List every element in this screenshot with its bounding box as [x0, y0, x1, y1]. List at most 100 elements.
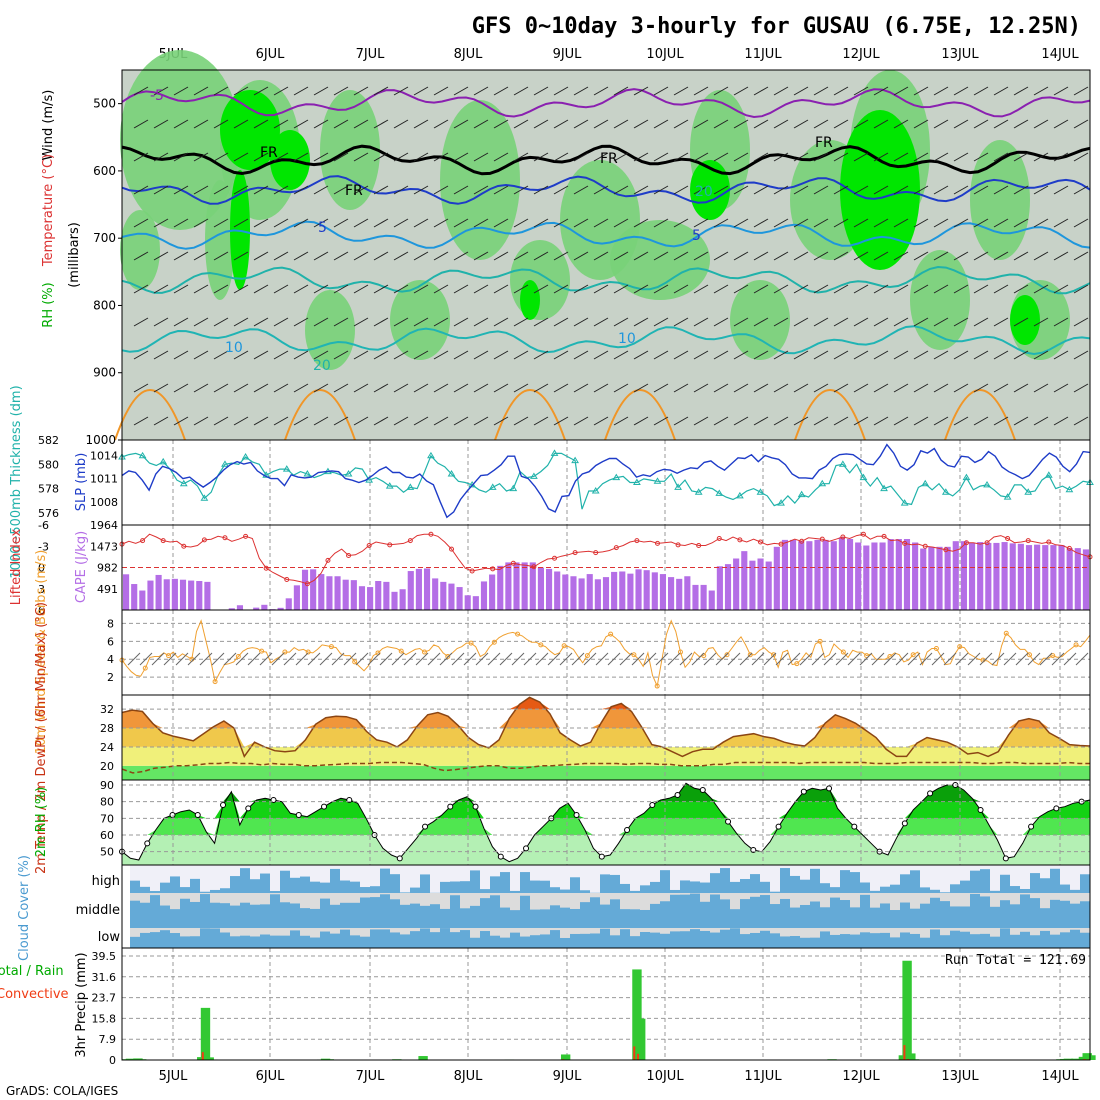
- cloud-bar: [540, 880, 550, 893]
- wind-barb: [613, 284, 629, 294]
- isotherm-label: 5: [692, 228, 701, 244]
- cloud-bar: [690, 893, 700, 928]
- cloud-bar: [790, 875, 800, 893]
- wind-barb: [433, 416, 449, 426]
- cloud-bar: [480, 931, 490, 948]
- cape-bar: [456, 587, 463, 610]
- wind-barb: [673, 152, 689, 162]
- cloud-bar: [870, 890, 880, 893]
- rh2m-marker: [725, 818, 732, 825]
- cape-bar: [790, 539, 797, 610]
- wind-barb: [913, 86, 929, 96]
- cloud-bar: [950, 906, 960, 928]
- cloud-bar: [1040, 930, 1050, 948]
- wind-barb: [593, 317, 609, 327]
- li-marker: [799, 538, 805, 544]
- cloud-bar: [160, 882, 170, 893]
- wind-barb: [793, 350, 809, 360]
- thickness-marker: [694, 488, 703, 495]
- cloud-bar: [200, 894, 210, 928]
- thickness-marker: [344, 470, 353, 477]
- thickness-marker: [200, 494, 209, 501]
- wind-barb: [453, 218, 469, 228]
- wind-barb: [453, 350, 469, 360]
- cape-bar: [179, 579, 187, 610]
- cloud-bar: [710, 932, 720, 948]
- cloud-bar: [420, 905, 430, 928]
- cloud-bar: [220, 932, 230, 948]
- cloud-bar: [410, 931, 420, 948]
- cloud-bar: [260, 904, 270, 928]
- cloud-bar: [400, 892, 410, 893]
- wind-barb: [633, 119, 649, 129]
- cloud-bar: [490, 895, 500, 928]
- wind-barb-10m: [559, 652, 573, 666]
- cloud-bar: [1060, 900, 1070, 928]
- warm-isotherm: [284, 389, 356, 441]
- wind-barb: [973, 317, 989, 327]
- temp-tick: 20: [100, 760, 114, 773]
- legend-rh: RH (%): [41, 282, 56, 327]
- cape-bar: [505, 562, 512, 610]
- wind-barb: [893, 416, 909, 426]
- cloud-bar: [300, 876, 310, 893]
- cloud-bar: [560, 889, 570, 893]
- cloud-bar: [430, 932, 440, 948]
- cloud-bar: [170, 933, 180, 948]
- wind-barb: [273, 218, 289, 228]
- cape-bar: [407, 571, 414, 610]
- cape-bar: [310, 569, 317, 610]
- rh-zone: [730, 280, 790, 360]
- cloud-bar: [810, 937, 820, 948]
- precip-tick: 7.9: [99, 1033, 117, 1046]
- wind-barb: [513, 251, 529, 261]
- wind-barb: [873, 350, 889, 360]
- cloud-bar: [890, 884, 900, 893]
- wind-barb-10m: [511, 652, 525, 666]
- rh2m-marker: [649, 802, 656, 808]
- cloud-bar: [810, 868, 820, 893]
- cloud-bar: [800, 879, 810, 893]
- li-marker: [819, 536, 825, 542]
- rh-saturated-zone: [520, 280, 540, 320]
- wind-barb: [353, 383, 369, 393]
- wind-barb: [1053, 416, 1069, 426]
- cape-bar: [627, 573, 634, 610]
- thickness-marker: [900, 499, 909, 506]
- cape-bar: [196, 581, 203, 610]
- pressure-tick: 500: [93, 97, 116, 111]
- wind-barb: [693, 383, 709, 393]
- cloud-bar: [750, 874, 760, 893]
- cloud-bar: [980, 896, 990, 928]
- cloud-bar: [260, 873, 270, 893]
- thickness-marker: [612, 473, 621, 481]
- wind-barb: [533, 119, 549, 129]
- cloud-bar: [280, 935, 290, 948]
- cloud-bar: [990, 890, 1000, 893]
- thickness-marker: [756, 488, 765, 495]
- wind-barb: [393, 86, 409, 96]
- cloud-bar: [720, 868, 730, 893]
- cloud-bar: [580, 902, 590, 928]
- cloud-bar: [920, 887, 930, 893]
- rh2m-marker: [321, 803, 328, 810]
- wind-barb-10m: [631, 652, 645, 666]
- thickness-marker: [1044, 471, 1053, 478]
- wind-barb: [733, 284, 749, 294]
- wind-barb: [453, 152, 469, 162]
- wind-marker: [1050, 653, 1056, 659]
- wind-barb: [613, 185, 629, 195]
- convective-bar: [637, 1053, 640, 1060]
- wind-marker: [445, 654, 451, 660]
- cloud-bar: [460, 908, 470, 928]
- wind-barb-10m: [235, 652, 249, 666]
- cloud-bar: [990, 936, 1000, 948]
- wind-barb: [573, 218, 589, 228]
- wind-barb: [693, 317, 709, 327]
- wind-barb: [853, 416, 869, 426]
- cloud-bar: [150, 932, 160, 948]
- wind-barb: [233, 251, 249, 261]
- wind-barb: [553, 416, 569, 426]
- wind-barb: [813, 251, 829, 261]
- cloud-bar: [410, 903, 420, 928]
